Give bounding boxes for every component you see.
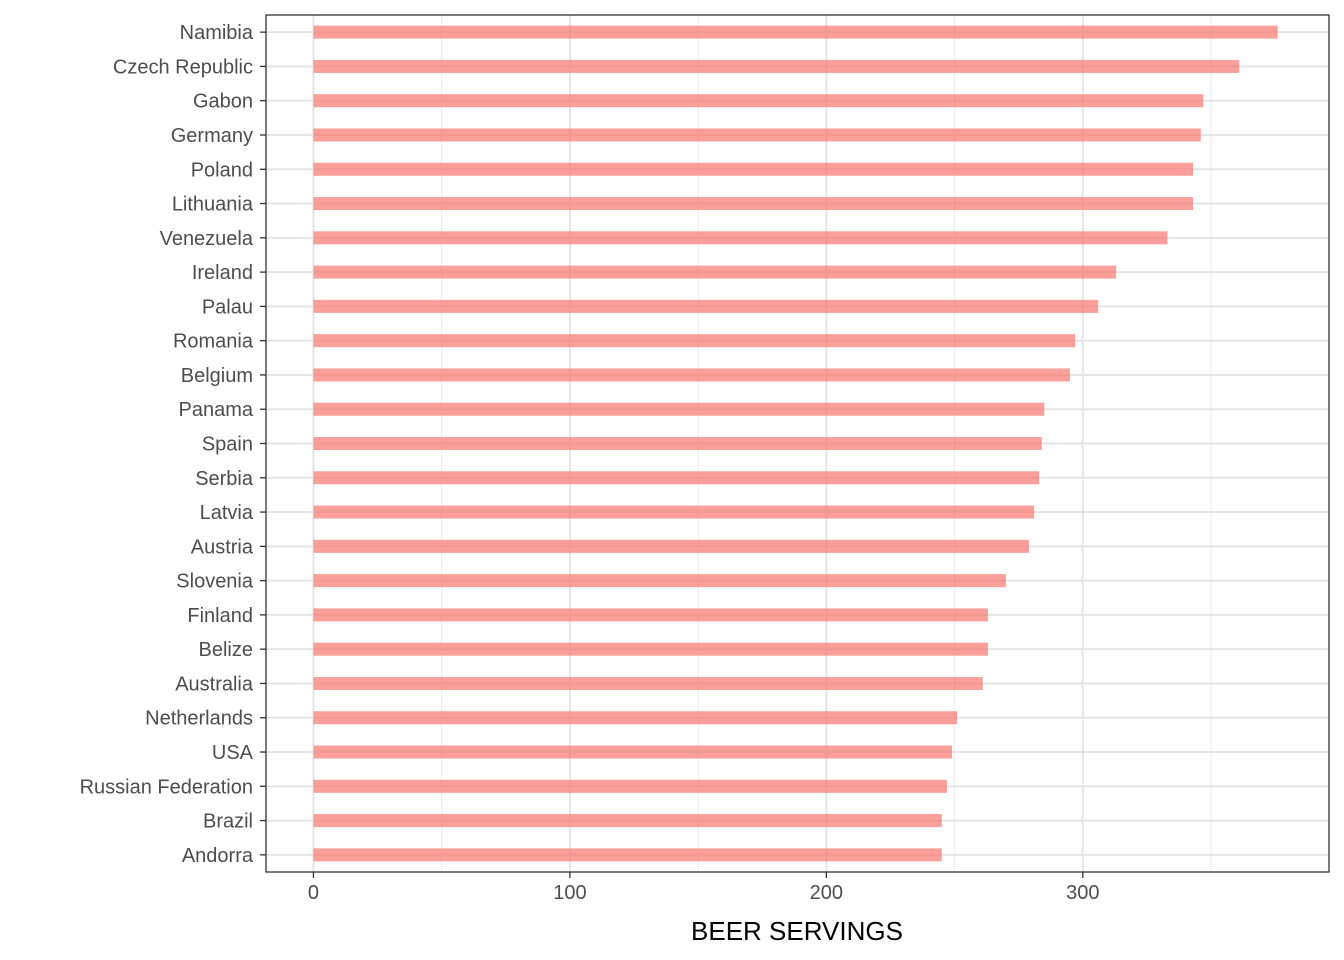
- y-tick-label: Gabon: [193, 91, 253, 113]
- bar-namibia: [313, 25, 1278, 39]
- y-tick-label: Serbia: [195, 468, 254, 490]
- x-axis-title: BEER SERVINGS: [691, 916, 903, 946]
- y-tick-label: Poland: [191, 159, 253, 181]
- bar-czech-republic: [313, 59, 1240, 73]
- y-tick-label: Namibia: [180, 22, 254, 44]
- bar-belize: [313, 642, 988, 656]
- bar-panama: [313, 402, 1045, 416]
- y-tick-label: Latvia: [200, 502, 254, 524]
- bar-austria: [313, 539, 1029, 553]
- y-tick-label: Belgium: [181, 365, 253, 387]
- bar-australia: [313, 676, 983, 690]
- bar-venezuela: [313, 231, 1168, 245]
- bar-lithuania: [313, 197, 1194, 211]
- bar-russian-federation: [313, 779, 947, 793]
- bar-andorra: [313, 848, 942, 862]
- bar-romania: [313, 334, 1076, 348]
- bar-belgium: [313, 368, 1070, 382]
- y-tick-label: Palau: [202, 296, 253, 318]
- bar-gabon: [313, 94, 1204, 108]
- x-tick-label: 300: [1066, 882, 1099, 904]
- bar-usa: [313, 745, 953, 759]
- bar-palau: [313, 299, 1099, 313]
- y-tick-label: Belize: [199, 639, 253, 661]
- bar-poland: [313, 162, 1194, 176]
- x-tick-label: 100: [553, 882, 586, 904]
- y-tick-label: Australia: [175, 673, 254, 695]
- bar-latvia: [313, 505, 1035, 519]
- y-tick-label: USA: [212, 742, 254, 764]
- x-tick-label: 0: [308, 882, 319, 904]
- y-tick-label: Panama: [179, 399, 254, 421]
- y-tick-label: Finland: [187, 605, 253, 627]
- bar-germany: [313, 128, 1201, 142]
- y-tick-label: Ireland: [192, 262, 253, 284]
- bar-ireland: [313, 265, 1117, 279]
- x-tick-label: 200: [810, 882, 843, 904]
- y-tick-label: Lithuania: [172, 194, 254, 216]
- bar-slovenia: [313, 574, 1006, 588]
- y-axis: Namibia Czech Republic Gabon Germany Poland L…: [80, 22, 266, 867]
- y-tick-label: Brazil: [203, 811, 253, 833]
- bar-finland: [313, 608, 988, 622]
- y-tick-label: Venezuela: [160, 228, 254, 250]
- y-tick-label: Russian Federation: [80, 776, 253, 798]
- y-tick-label: Germany: [171, 125, 253, 147]
- y-tick-label: Spain: [202, 434, 253, 456]
- y-tick-label: Romania: [173, 331, 254, 353]
- y-tick-label: Netherlands: [145, 708, 253, 730]
- y-tick-label: Austria: [191, 536, 254, 558]
- bar-serbia: [313, 471, 1040, 485]
- bars: [313, 25, 1278, 862]
- y-tick-label: Slovenia: [176, 571, 254, 593]
- y-tick-label: Czech Republic: [113, 56, 253, 78]
- bar-spain: [313, 437, 1042, 450]
- bar-brazil: [313, 814, 942, 828]
- x-axis: 0 100 200 300: [308, 872, 1099, 904]
- bar-netherlands: [313, 711, 958, 725]
- y-tick-label: Andorra: [182, 845, 254, 867]
